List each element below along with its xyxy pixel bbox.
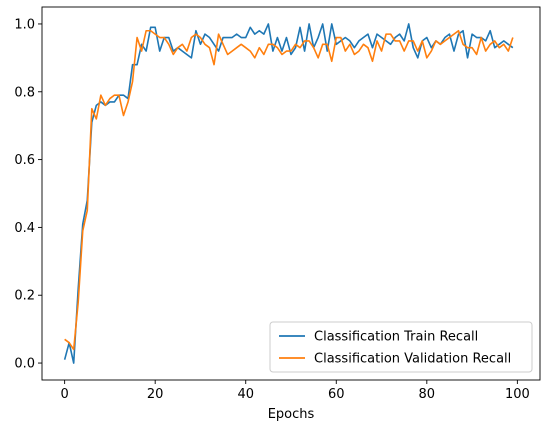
x-tick-label: 100 — [505, 387, 530, 402]
x-axis-title: Epochs — [268, 407, 315, 422]
x-tick-label: 0 — [60, 387, 68, 402]
series-line-train-recall — [63, 23, 514, 364]
axis-ticks: 0 20 40 60 80 100 0.0 0.2 0.4 0.6 0.8 1.0 — [14, 17, 529, 402]
legend-box — [269, 321, 533, 373]
y-tick-label: 0.2 — [14, 289, 35, 304]
legend-label: Classification Train Recall — [314, 330, 478, 345]
series-layer — [63, 23, 514, 364]
y-tick-label: 0.8 — [14, 85, 35, 100]
x-tick-label: 40 — [237, 387, 254, 402]
y-tick-label: 0.4 — [14, 221, 35, 236]
axes-spine — [41, 6, 541, 381]
series-line-validation-recall — [64, 29, 514, 351]
legend-label: Classification Validation Recall — [314, 352, 511, 367]
x-tick-label: 80 — [419, 387, 436, 402]
y-tick-label: 1.0 — [14, 17, 35, 32]
x-tick-label: 60 — [328, 387, 345, 402]
legend: Classification Train Recall Classificatio… — [269, 321, 533, 373]
y-tick-label: 0.0 — [14, 357, 35, 372]
plot-area-frame — [41, 6, 541, 381]
y-tick-label: 0.6 — [14, 153, 35, 168]
x-tick-label: 20 — [147, 387, 164, 402]
